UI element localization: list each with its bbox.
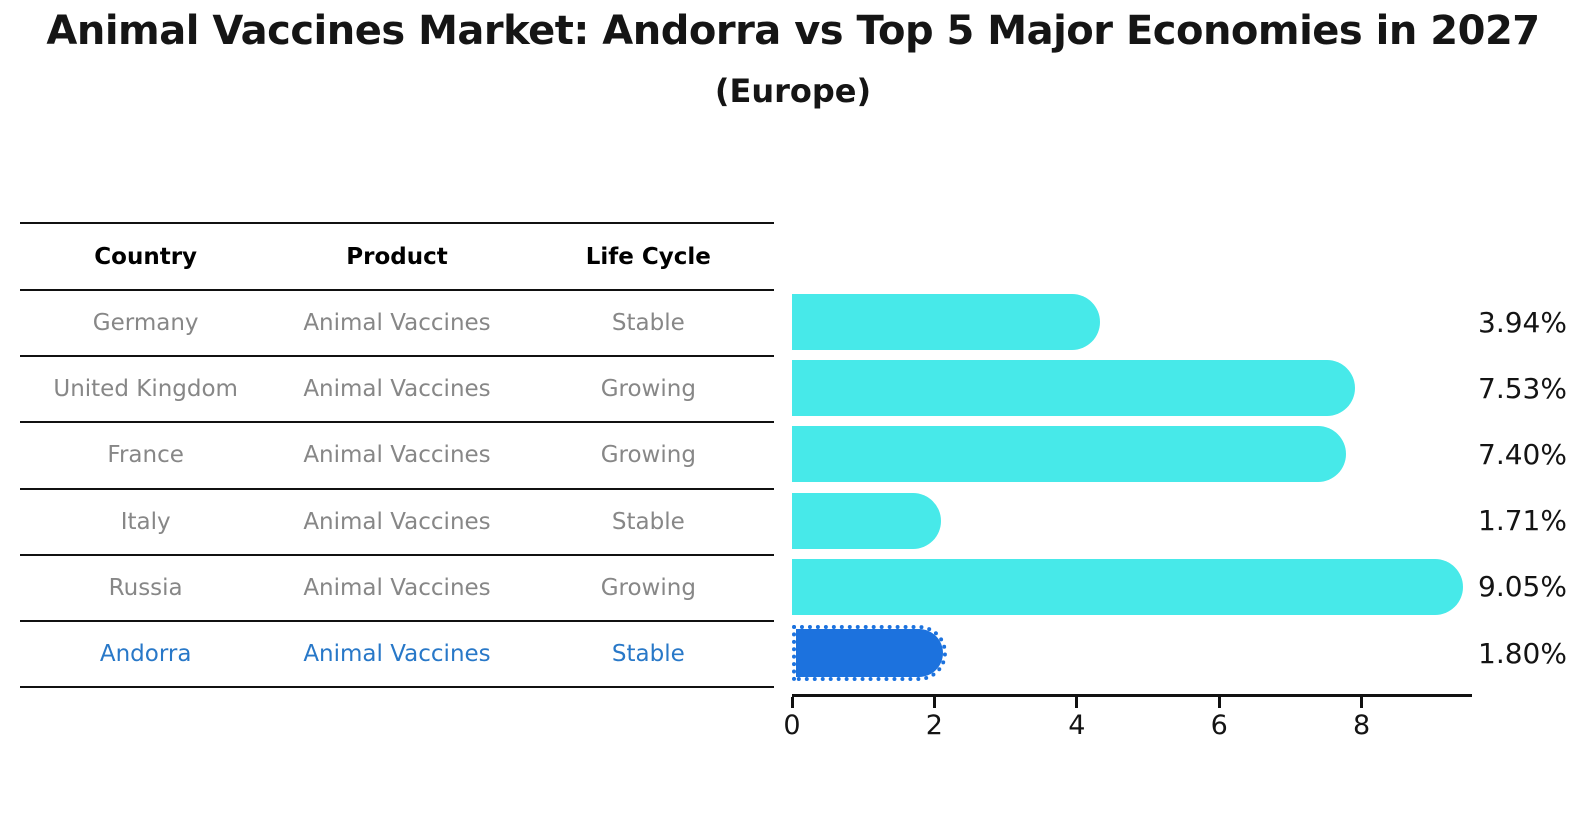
x-axis: [792, 694, 1472, 697]
cell-lifecycle: Stable: [611, 641, 685, 668]
x-tick-mark: [1360, 697, 1364, 708]
chart-title: Animal Vaccines Market: Andorra vs Top 5…: [46, 8, 1540, 54]
country-table: Country Product Life Cycle Germany Anima…: [20, 222, 774, 689]
value-label-united-kingdom: 7.53%: [1478, 371, 1567, 405]
cell-product: Animal Vaccines: [303, 310, 491, 337]
cell-country: Germany: [92, 310, 199, 337]
bar-france: [792, 426, 1346, 483]
value-labels: 3.94% 7.53% 7.40% 1.71% 9.05% 1.80%: [1478, 289, 1584, 686]
cell-product: Animal Vaccines: [303, 442, 491, 469]
cell-lifecycle: Growing: [600, 442, 696, 469]
cell-country: France: [107, 442, 184, 469]
table-row-russia: Russia Animal Vaccines Growing: [20, 556, 774, 622]
cell-product: Animal Vaccines: [303, 641, 491, 668]
x-tick-label: 2: [925, 710, 943, 741]
value-label-andorra: 1.80%: [1478, 636, 1567, 670]
cell-lifecycle: Growing: [600, 376, 696, 403]
bar-russia: [792, 558, 1464, 615]
value-label-germany: 3.94%: [1478, 305, 1567, 339]
table-row-andorra: Andorra Animal Vaccines Stable: [20, 622, 774, 689]
chart-subtitle: (Europe): [714, 72, 872, 110]
value-label-italy: 1.71%: [1478, 504, 1567, 538]
cell-country: Italy: [120, 508, 171, 535]
x-tick-label: 6: [1210, 710, 1228, 741]
bar-italy: [792, 492, 941, 549]
table-header-row: Country Product Life Cycle: [20, 224, 774, 291]
column-header-product: Product: [346, 243, 448, 270]
cell-country: United Kingdom: [53, 376, 238, 403]
bar-andorra: [792, 625, 948, 682]
cell-country: Andorra: [99, 641, 192, 668]
cell-lifecycle: Growing: [600, 574, 696, 601]
column-header-lifecycle: Life Cycle: [585, 243, 711, 270]
column-header-country: Country: [94, 243, 198, 270]
cell-lifecycle: Stable: [611, 508, 685, 535]
x-tick-label: 4: [1068, 710, 1086, 741]
bar-plot: [792, 289, 1492, 686]
cell-product: Animal Vaccines: [303, 574, 491, 601]
x-tick-mark: [1217, 697, 1221, 708]
cell-country: Russia: [108, 574, 183, 601]
x-tick-label: 8: [1353, 710, 1371, 741]
table-row-france: France Animal Vaccines Growing: [20, 423, 774, 490]
cell-lifecycle: Stable: [611, 310, 685, 337]
cell-product: Animal Vaccines: [303, 376, 491, 403]
table-row-united-kingdom: United Kingdom Animal Vaccines Growing: [20, 357, 774, 424]
x-tick-mark: [790, 697, 794, 708]
table-row-italy: Italy Animal Vaccines Stable: [20, 490, 774, 556]
x-tick-label: 0: [783, 710, 801, 741]
value-label-russia: 9.05%: [1478, 570, 1567, 604]
table-row-germany: Germany Animal Vaccines Stable: [20, 291, 774, 358]
cell-product: Animal Vaccines: [303, 508, 491, 535]
value-label-france: 7.40%: [1478, 437, 1567, 471]
x-tick-mark: [1075, 697, 1079, 708]
bar-united-kingdom: [792, 360, 1356, 417]
x-tick-mark: [932, 697, 936, 708]
bar-germany: [792, 294, 1100, 351]
